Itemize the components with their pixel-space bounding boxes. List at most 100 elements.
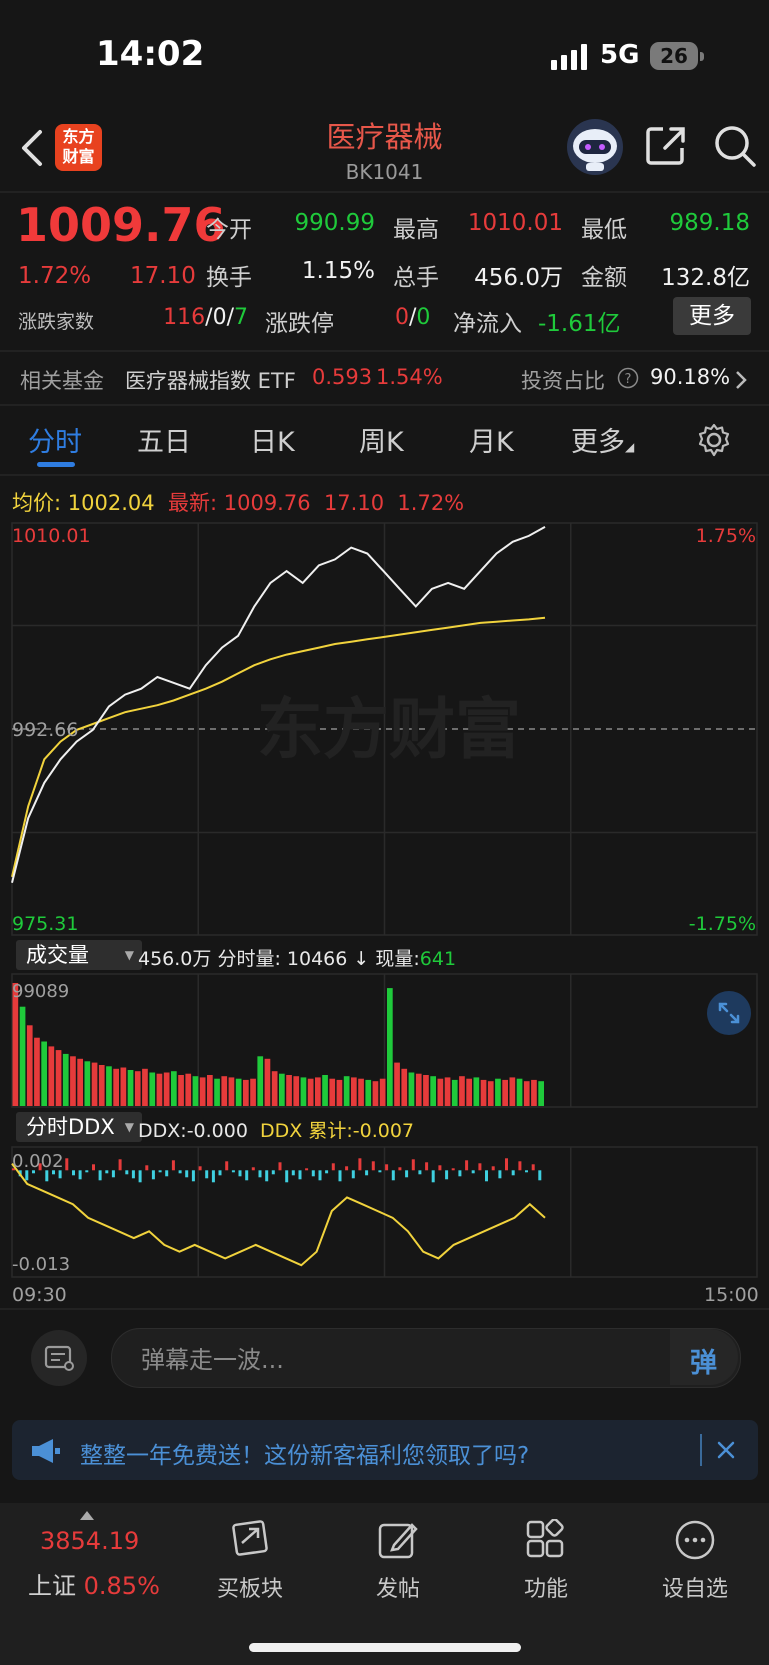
ddx-bar [278, 1162, 282, 1171]
fund-percent: 1.54% [376, 365, 443, 389]
help-icon[interactable]: ? [617, 367, 639, 389]
index-ticker[interactable]: 上证 0.85% [28, 1566, 160, 1601]
sep: / [409, 305, 417, 330]
volume-bar [221, 1076, 228, 1106]
app-logo[interactable]: 东方 财富 [55, 124, 102, 171]
danmu-send-button[interactable]: 弹 [670, 1329, 738, 1385]
related-fund-row[interactable]: 相关基金 医疗器械指数 ETF 0.593 1.54% 投资占比 ? 90.18… [0, 357, 769, 407]
ddx-bar [358, 1158, 362, 1171]
volume-bar [523, 1081, 530, 1106]
tab-active-indicator [37, 462, 75, 467]
latest-value: 1009.76 [223, 491, 311, 515]
volume-bar [279, 1073, 285, 1106]
ddx-bar [438, 1165, 442, 1171]
volume-bar [401, 1068, 408, 1106]
volume-bar [358, 1078, 364, 1106]
tab-intraday[interactable]: 分时 [28, 427, 82, 458]
divider [0, 474, 769, 476]
volume-info: 456.0万 分时量: 10466 ↓ 现量:641 [138, 944, 456, 971]
ddx-bar [425, 1162, 429, 1171]
expand-icon[interactable] [706, 990, 752, 1036]
volume-indicator-dropdown[interactable]: 成交量 ▼ [16, 940, 142, 970]
promo-text[interactable]: 整整一年免费送！这份新客福利您领取了吗? [80, 1443, 530, 1469]
price-grid [11, 522, 758, 936]
search-icon[interactable] [713, 124, 757, 168]
tab-five-day[interactable]: 五日 [137, 427, 191, 458]
danmu-send-label: 弹 [690, 1348, 717, 1379]
post-icon[interactable] [376, 1519, 420, 1561]
ddx-cumulative-line [11, 1163, 546, 1267]
volume-bars [12, 983, 544, 1106]
divider [0, 191, 769, 193]
low-value: 989.18 [669, 210, 750, 236]
close-icon[interactable] [716, 1440, 736, 1460]
volume-bar [207, 1075, 213, 1106]
volume-value: 456.0万 [474, 265, 563, 291]
down-count: 7 [234, 305, 248, 330]
now-volume: 641 [419, 948, 457, 970]
more-button[interactable]: 更多 [673, 297, 751, 335]
volume-grid [11, 973, 758, 1108]
fund-name[interactable]: 医疗器械指数 ETF [125, 369, 296, 393]
volume-chart[interactable]: 99089 [0, 973, 769, 1108]
ddx-bar [178, 1170, 182, 1174]
tab-monthly-k[interactable]: 月K [469, 427, 514, 458]
volume-bar [437, 1078, 444, 1106]
ddx-bar [465, 1160, 469, 1171]
low-label: 最低 [581, 217, 627, 243]
volume-bar [91, 1062, 98, 1106]
avg-price-line [11, 616, 546, 878]
limit-counts: 0/0 [395, 305, 430, 330]
signal-icon [551, 44, 587, 70]
ddx-bar [131, 1170, 135, 1179]
intraday-price-chart[interactable]: 东方财富 1010.01 992.66 975.31 1.75% -1.75% [0, 522, 769, 936]
nav-post-label[interactable]: 发帖 [375, 1577, 420, 1602]
battery-tip [700, 52, 704, 61]
tab-more[interactable]: 更多◢ [571, 420, 634, 459]
nav-watchlist-label[interactable]: 设自选 [661, 1577, 728, 1602]
volume-label: 总手 [393, 265, 439, 291]
dropdown-triangle-icon: ▼ [124, 948, 134, 962]
settings-gear-icon[interactable] [697, 423, 731, 457]
volume-bar [466, 1078, 472, 1106]
fund-price: 0.593 [312, 365, 373, 389]
volume-bar [451, 1079, 458, 1106]
volume-bar [12, 983, 19, 1106]
now-volume-label: 现量: [375, 948, 420, 970]
volume-bar [185, 1073, 192, 1106]
danmu-settings-icon[interactable] [30, 1329, 88, 1387]
nav-buy-sector-label[interactable]: 买板块 [216, 1577, 283, 1602]
back-arrow-icon[interactable] [18, 128, 44, 168]
fund-label: 相关基金 [20, 369, 104, 393]
index-value[interactable]: 3854.19 [40, 1527, 140, 1555]
ddx-bar [258, 1170, 262, 1178]
buy-sector-icon[interactable] [227, 1519, 273, 1561]
ddx-bar [85, 1170, 89, 1173]
volume-bar [286, 1075, 292, 1106]
promo-banner[interactable] [12, 1420, 758, 1480]
ddx-bar [311, 1170, 315, 1177]
robot-assistant-icon[interactable] [566, 118, 624, 176]
tab-weekly-k[interactable]: 周K [359, 427, 404, 458]
ddx-bar [351, 1170, 355, 1179]
home-indicator [249, 1643, 521, 1652]
ddx-bar [58, 1170, 62, 1179]
danmu-input[interactable] [111, 1328, 741, 1388]
tab-daily-k[interactable]: 日K [250, 427, 295, 458]
open-label: 今开 [206, 217, 252, 243]
ddx-bar [371, 1161, 375, 1171]
functions-icon[interactable] [525, 1519, 567, 1561]
ddx-bar [158, 1170, 162, 1173]
status-bar: 14:02 5G 26 [0, 0, 769, 110]
volume-bar [142, 1068, 148, 1106]
ddx-chart[interactable]: 0.002 -0.013 [0, 1146, 769, 1278]
ddx-bar [365, 1170, 369, 1176]
share-icon[interactable] [645, 124, 687, 166]
current-price: 1009.76 [16, 198, 226, 252]
watchlist-more-icon[interactable] [674, 1519, 716, 1561]
ddx-indicator-dropdown[interactable]: 分时DDX ▼ [16, 1112, 142, 1142]
nav-functions-label[interactable]: 功能 [523, 1577, 568, 1602]
volume-bar [538, 1081, 544, 1106]
tab-more-label: 更多 [571, 427, 625, 458]
megaphone-icon [32, 1439, 60, 1463]
